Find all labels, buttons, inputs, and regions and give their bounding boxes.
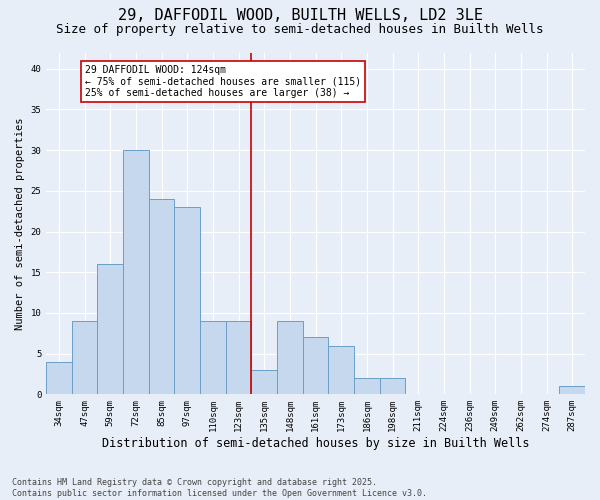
Bar	[123, 150, 149, 394]
Text: Contains HM Land Registry data © Crown copyright and database right 2025.
Contai: Contains HM Land Registry data © Crown c…	[12, 478, 427, 498]
Bar	[226, 321, 251, 394]
X-axis label: Distribution of semi-detached houses by size in Builth Wells: Distribution of semi-detached houses by …	[102, 437, 529, 450]
Bar	[72, 321, 97, 394]
Bar	[149, 199, 175, 394]
Bar	[354, 378, 380, 394]
Text: Size of property relative to semi-detached houses in Builth Wells: Size of property relative to semi-detach…	[56, 22, 544, 36]
Text: 29 DAFFODIL WOOD: 124sqm
← 75% of semi-detached houses are smaller (115)
25% of : 29 DAFFODIL WOOD: 124sqm ← 75% of semi-d…	[85, 64, 361, 98]
Bar	[251, 370, 277, 394]
Bar	[175, 207, 200, 394]
Text: 29, DAFFODIL WOOD, BUILTH WELLS, LD2 3LE: 29, DAFFODIL WOOD, BUILTH WELLS, LD2 3LE	[118, 8, 482, 22]
Bar	[328, 346, 354, 395]
Bar	[97, 264, 123, 394]
Bar	[303, 338, 328, 394]
Bar	[200, 321, 226, 394]
Bar	[380, 378, 406, 394]
Bar	[277, 321, 303, 394]
Bar	[46, 362, 72, 394]
Bar	[559, 386, 585, 394]
Y-axis label: Number of semi-detached properties: Number of semi-detached properties	[15, 117, 25, 330]
